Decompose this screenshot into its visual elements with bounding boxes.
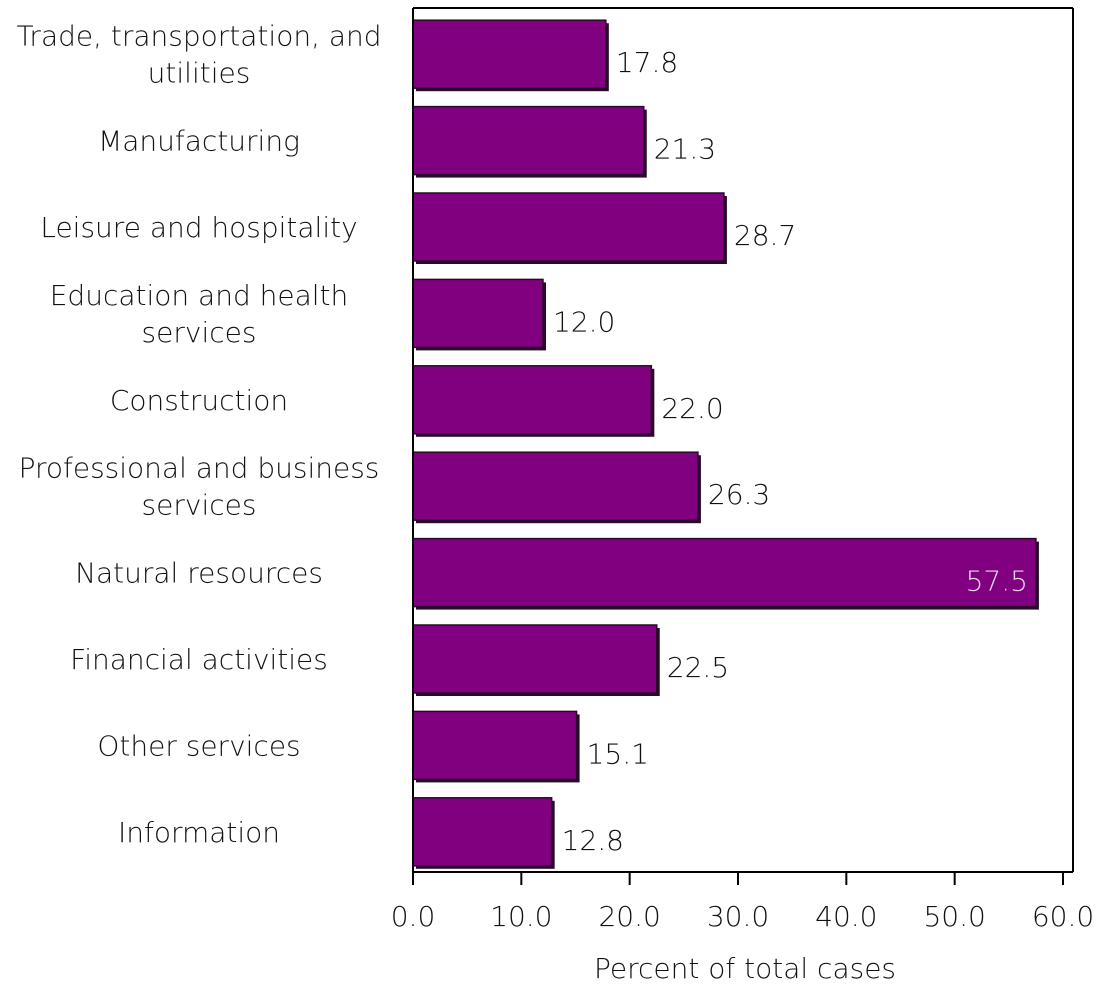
category-label: Other services (97, 729, 300, 762)
category-label-line: Natural resources (75, 557, 323, 590)
category-label-line: utilities (148, 57, 251, 90)
category-label-line: Construction (110, 384, 288, 417)
bar (412, 797, 553, 867)
bar (412, 278, 544, 349)
x-axis: 0.0 10.0 20.0 30.0 40.0 50.0 60.0 (391, 871, 1094, 933)
bar (412, 624, 658, 694)
category-label: Natural resources (75, 557, 323, 590)
value-label: 22.5 (667, 651, 729, 684)
category-label-line: Education and health (50, 279, 349, 312)
value-labels: 17.8 21.3 28.7 12.0 22.0 26.3 57.5 22.5 15.1 12.8 (553, 46, 1028, 857)
bars-group (412, 19, 1039, 869)
bar (412, 451, 699, 521)
x-tick-label: 50.0 (923, 900, 985, 933)
category-label-line: Other services (97, 729, 300, 762)
bar (412, 19, 607, 89)
category-label-line: services (142, 316, 257, 349)
category-label: Manufacturing (98, 125, 300, 158)
value-label: 28.7 (734, 219, 796, 252)
category-label-line: Financial activities (70, 643, 328, 676)
category-label: Leisure and hospitality (40, 211, 357, 244)
category-label: Financial activities (70, 643, 328, 676)
category-label: Construction (110, 384, 288, 417)
x-tick-label: 60.0 (1032, 900, 1094, 933)
bar (412, 105, 645, 176)
value-label: 26.3 (708, 478, 770, 511)
bar (412, 537, 1037, 608)
value-label: 17.8 (616, 46, 678, 79)
x-tick-label: 20.0 (598, 900, 660, 933)
x-tick-label: 40.0 (815, 900, 877, 933)
category-label: Information (118, 816, 280, 849)
category-label: Trade, transportation, and utilities (16, 20, 381, 90)
category-label-line: Leisure and hospitality (40, 211, 357, 244)
value-label: 12.0 (553, 305, 615, 338)
category-label-line: services (142, 489, 257, 522)
x-axis-title: Percent of total cases (594, 952, 896, 985)
value-label: 15.1 (587, 737, 649, 770)
bar (412, 365, 653, 435)
category-label-line: Manufacturing (98, 125, 300, 158)
x-tick-label: 10.0 (490, 900, 552, 933)
category-labels: Trade, transportation, and utilities Manuf… (16, 20, 381, 849)
x-tick-label: 0.0 (391, 900, 436, 933)
plot-frame (412, 7, 1074, 872)
bar (412, 192, 725, 262)
value-label: 22.0 (661, 392, 723, 425)
value-label: 57.5 (966, 565, 1028, 598)
category-label-line: Professional and business (19, 452, 380, 485)
bar (412, 710, 578, 781)
category-label: Professional and business services (19, 452, 380, 522)
value-label: 12.8 (562, 824, 624, 857)
category-label-line: Trade, transportation, and (16, 20, 381, 53)
category-label-line: Information (118, 816, 280, 849)
x-tick-label: 30.0 (707, 900, 769, 933)
value-label: 21.3 (654, 133, 716, 166)
category-label: Education and health services (50, 279, 349, 349)
